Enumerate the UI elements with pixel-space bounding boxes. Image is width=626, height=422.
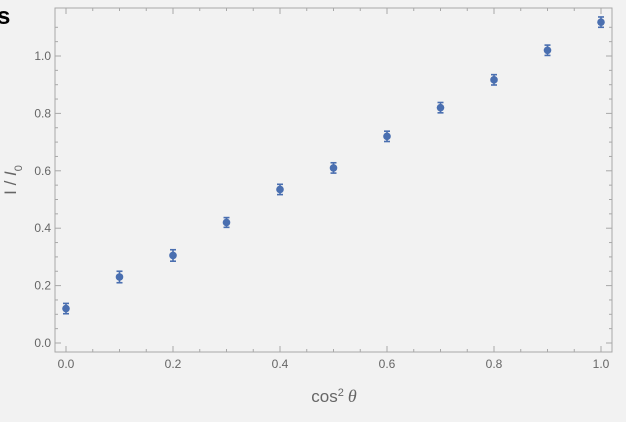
- x-tick-label: 0.6: [379, 357, 396, 371]
- data-point: [276, 183, 284, 196]
- data-point: [543, 44, 552, 57]
- marker: [62, 304, 70, 313]
- marker: [329, 164, 338, 172]
- data-point: [222, 216, 231, 229]
- data-point: [169, 248, 177, 263]
- marker: [115, 273, 124, 281]
- marker: [543, 46, 552, 55]
- x-axis-label: cos2 θ: [311, 386, 357, 406]
- axis-ticks: [55, 8, 612, 352]
- data-point: [383, 130, 391, 143]
- data-points: [62, 16, 605, 315]
- x-tick-label: 0.2: [165, 357, 182, 371]
- data-point: [62, 302, 70, 315]
- data-point: [329, 161, 338, 174]
- marker: [490, 76, 498, 84]
- data-point: [597, 16, 605, 29]
- y-tick-label: 1.0: [34, 49, 51, 63]
- data-point: [490, 73, 498, 86]
- data-point: [115, 270, 124, 284]
- x-tick-label: 0.8: [486, 357, 503, 371]
- y-axis-label: I / I0: [1, 165, 25, 195]
- marker: [383, 132, 391, 141]
- y-tick-label: 0.0: [34, 336, 51, 350]
- marker: [276, 185, 284, 194]
- x-tick-label: 1.0: [593, 357, 610, 371]
- tick-labels: 0.0 0.2 0.4 0.6 0.8 1.0 0.0 0.2 0.4 0.6 0.8 1.0: [34, 49, 609, 371]
- y-tick-label: 0.2: [34, 279, 51, 293]
- data-point: [436, 101, 445, 114]
- marker: [436, 103, 445, 112]
- y-tick-label: 0.8: [34, 106, 51, 120]
- x-tick-label: 0.0: [58, 357, 75, 371]
- marker: [222, 218, 231, 227]
- panel-letter: s: [0, 3, 10, 30]
- y-tick-label: 0.4: [34, 221, 51, 235]
- x-tick-label: 0.4: [272, 357, 289, 371]
- marker: [597, 18, 605, 26]
- y-tick-label: 0.6: [34, 164, 51, 178]
- marker: [169, 251, 177, 260]
